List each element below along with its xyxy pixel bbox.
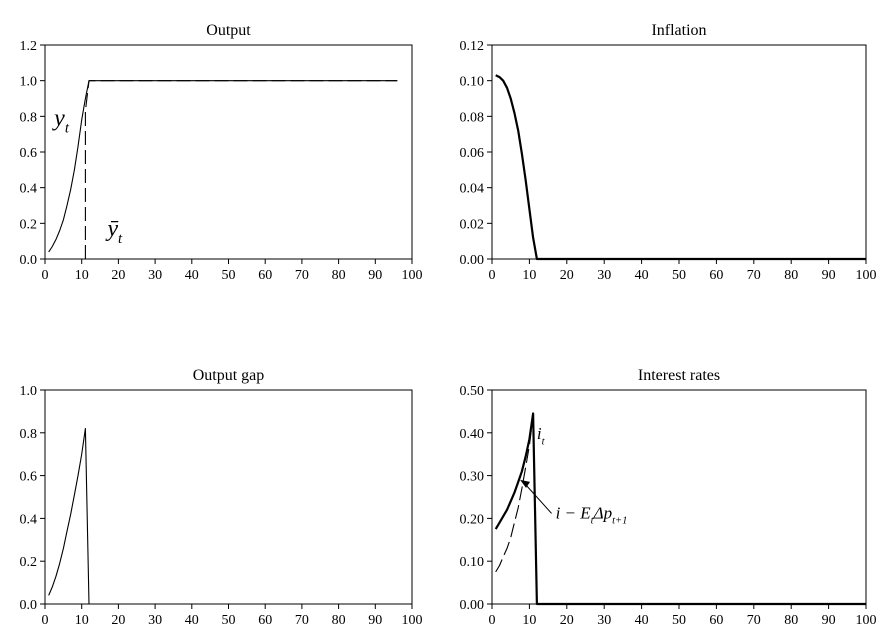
x-tick-label: 100 [856,613,877,628]
x-tick-label: 0 [489,613,496,628]
plot-frame [44,44,413,260]
y-tick-label: 0.00 [460,598,485,613]
x-tick-label: 80 [332,613,346,628]
x-tick-label: 100 [856,268,877,283]
y-tick-label: 0.10 [460,555,485,570]
x-tick-label: 40 [635,613,649,628]
y-tick-label: 0.0 [20,253,38,268]
x-tick-label: 80 [332,268,346,283]
annotation-label-2: ȳt [105,216,123,247]
x-tick-label: 40 [185,613,199,628]
x-tick-label: 40 [635,268,649,283]
y-tick-label: 0.8 [20,427,38,442]
x-tick-label: 60 [709,268,723,283]
x-tick-label: 0 [42,268,49,283]
x-tick-label: 20 [560,613,574,628]
y-tick-label: 0.08 [460,110,485,125]
series-line-1 [494,412,866,606]
series-line-2 [495,415,538,605]
x-tick-label: 70 [747,613,761,628]
chart-title: Output gap [193,367,265,384]
y-tick-label: 0.2 [20,555,38,570]
y-tick-label: 0.10 [460,75,485,90]
x-tick-label: 50 [672,613,686,628]
annotation-label-1: it [537,424,546,447]
plot-frame [491,389,867,605]
x-tick-label: 30 [148,268,162,283]
y-tick-label: 0.6 [20,470,38,485]
y-tick-label: 0.20 [460,512,485,527]
x-tick-label: 30 [597,613,611,628]
series-line-1 [495,74,866,261]
x-tick-label: 50 [222,268,236,283]
chart-panel-2: Inflation 0.00 0.02 0.04 0.06 0.08 0.10 0.12 0 10… [460,22,877,283]
y-tick-label: 0.06 [460,146,485,161]
plot-frame [44,389,413,605]
y-tick-label: 0.6 [20,146,38,161]
chart-panel-1: Output 0.0 0.2 0.4 0.6 0.8 1.0 1.2 0 10 20 30 40 50 60… [20,22,423,283]
x-tick-label: 20 [560,268,574,283]
y-tick-label: 0.40 [460,427,485,442]
y-tick-label: 0.00 [460,253,485,268]
x-tick-label: 100 [402,613,423,628]
y-tick-label: 0.50 [460,384,485,399]
annotation-arrow [523,482,552,514]
x-tick-label: 60 [709,613,723,628]
x-tick-label: 70 [295,268,309,283]
series-line-2 [84,80,398,259]
x-tick-label: 70 [295,613,309,628]
x-tick-label: 90 [822,613,836,628]
y-tick-label: 0.0 [20,598,38,613]
x-tick-label: 80 [784,613,798,628]
y-tick-label: 0.4 [20,182,38,197]
chart-title: Interest rates [638,367,720,384]
x-tick-label: 60 [258,268,272,283]
x-tick-label: 10 [522,613,536,628]
x-tick-label: 20 [111,613,125,628]
x-tick-label: 0 [42,613,49,628]
x-tick-label: 30 [597,268,611,283]
x-tick-label: 50 [672,268,686,283]
y-tick-label: 1.0 [20,75,38,90]
annotation-label-2: i − EtΔpt+1 [556,503,628,526]
x-tick-label: 50 [222,613,236,628]
chart-panel-3: Output gap 0.0 0.2 0.4 0.6 0.8 1.0 0 10 20 30 40 50 6… [20,367,423,628]
y-tick-label: 0.2 [20,217,38,232]
x-tick-label: 30 [148,613,162,628]
series-line-1 [48,427,90,605]
chart-title: Output [206,22,251,39]
x-tick-label: 90 [822,268,836,283]
y-tick-label: 1.2 [20,39,38,54]
x-tick-label: 90 [368,268,382,283]
x-tick-label: 90 [368,613,382,628]
x-tick-label: 70 [747,268,761,283]
chart-title: Inflation [651,22,706,39]
y-tick-label: 0.8 [20,110,38,125]
x-tick-label: 10 [522,268,536,283]
x-tick-label: 10 [75,613,89,628]
y-tick-label: 0.02 [460,217,485,232]
series-line-1 [48,80,398,253]
y-tick-label: 0.4 [20,512,38,527]
x-tick-label: 60 [258,613,272,628]
arrow-head-icon [520,479,531,488]
annotation-label-1: yt [52,105,70,136]
y-tick-label: 0.04 [460,182,485,197]
plot-frame [491,44,867,260]
x-tick-label: 10 [75,268,89,283]
x-tick-label: 20 [111,268,125,283]
x-tick-label: 40 [185,268,199,283]
y-tick-label: 0.12 [460,39,485,54]
chart-panel-4: Interest rates 0.00 0.10 0.20 0.30 0.40 0.50 0 1… [460,367,877,628]
x-tick-label: 0 [489,268,496,283]
x-tick-label: 100 [402,268,423,283]
y-tick-label: 1.0 [20,384,38,399]
x-tick-label: 80 [784,268,798,283]
y-tick-label: 0.30 [460,470,485,485]
